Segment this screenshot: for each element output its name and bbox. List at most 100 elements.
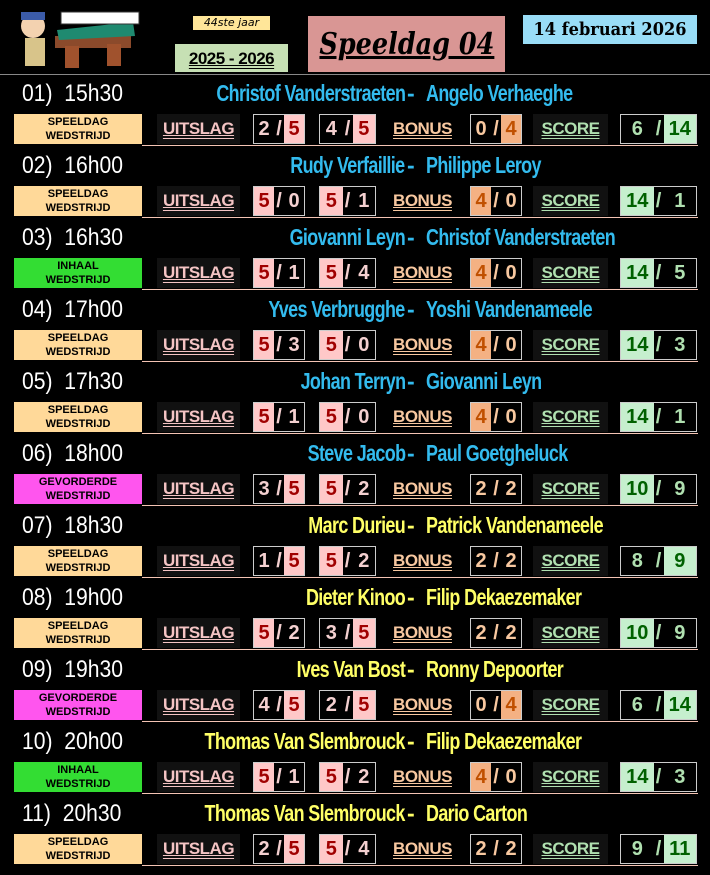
score-box: 14/ 3 [620,330,697,360]
uitslag-label[interactable]: UITSLAG [157,690,240,720]
page-title: Speeldag 04 [319,26,494,62]
bonus-label[interactable]: BONUS [385,114,460,144]
slash: / [493,694,499,716]
score-away-value: 3 [674,766,686,788]
match-time: 04) 17h00 [22,296,123,323]
score-label[interactable]: SCORE [533,690,608,720]
set2-box: 5/ 4 [319,258,376,288]
set1-home-value: 2 [258,118,270,140]
date-label: 14 februari 2026 [533,19,687,40]
score-label[interactable]: SCORE [533,258,608,288]
match-row: 05) 17h30 Johan Terryn - Giovanni Leyn SPEEL… [0,364,710,436]
away-player: Filip Dekaezemaker [426,728,582,754]
slash: / [344,262,351,284]
set1-box: 3 /5 [253,474,305,504]
divider [0,74,710,75]
row-underline [142,361,698,362]
bonus-box: 2 / 2 [470,474,522,504]
score-label[interactable]: SCORE [533,186,608,216]
bonus-home-value: 2 [475,550,487,572]
set1-away-value: 1 [288,766,300,788]
score-home-value: 6 [631,118,643,140]
away-player: Dario Carton [426,800,528,826]
match-type-text: GEVORDERDE WEDSTRIJD [39,691,117,719]
set1-box: 2 /5 [253,114,305,144]
match-row: 02) 16h00 Rudy Verfaillie - Philippe Leroy S… [0,148,710,220]
set1-home-value: 1 [258,550,270,572]
type-line: GEVORDERDE [38,476,118,488]
away-player: Giovanni Leyn [426,368,542,394]
bonus-label[interactable]: BONUS [385,618,460,648]
slash: / [344,694,351,716]
bonus-box: 4/ 0 [470,762,522,792]
match-type-text: GEVORDERDE WEDSTRIJD [39,475,117,503]
match-type-badge: SPEELDAG WEDSTRIJD [14,186,142,216]
score-home-value: 9 [631,838,643,860]
type-line: SPEELDAG [47,332,109,344]
set1-home-value: 5 [254,331,274,359]
separator: - [407,152,415,178]
uitslag-label[interactable]: UITSLAG [157,834,240,864]
type-line: WEDSTRIJD [45,202,111,214]
set2-away-value: 2 [358,766,370,788]
match-type-badge: INHAAL WEDSTRIJD [14,762,142,792]
uitslag-label[interactable]: UITSLAG [157,114,240,144]
uitslag-label[interactable]: UITSLAG [157,258,240,288]
slash: / [276,478,282,500]
score-label[interactable]: SCORE [533,114,608,144]
score-label[interactable]: SCORE [533,618,608,648]
match-type-badge: GEVORDERDE WEDSTRIJD [14,690,142,720]
match-type-text: SPEELDAG WEDSTRIJD [46,403,111,431]
bonus-label[interactable]: BONUS [385,762,460,792]
uitslag-label[interactable]: UITSLAG [157,402,240,432]
home-player: Marc Durieu [308,512,405,538]
match-type-text: INHAAL WEDSTRIJD [46,763,111,791]
score-label[interactable]: SCORE [533,474,608,504]
set1-away-value: 1 [288,406,300,428]
score-label[interactable]: SCORE [533,762,608,792]
set1-home-value: 4 [258,694,270,716]
match-type-badge: SPEELDAG WEDSTRIJD [14,330,142,360]
score-box: 14/ 1 [620,402,697,432]
type-line: WEDSTRIJD [45,562,111,574]
uitslag-label[interactable]: UITSLAG [157,546,240,576]
uitslag-label[interactable]: UITSLAG [157,762,240,792]
bonus-away-value: 2 [505,622,517,644]
uitslag-label[interactable]: UITSLAG [157,186,240,216]
bonus-label[interactable]: BONUS [385,186,460,216]
set1-away-value: 5 [284,691,304,719]
set2-home-value: 3 [325,622,337,644]
type-line: WEDSTRIJD [45,490,111,502]
set1-home-value: 5 [254,259,274,287]
score-home-value: 14 [621,187,654,215]
bonus-away-value: 4 [501,691,521,719]
slash: / [493,118,499,140]
bonus-home-value: 2 [475,478,487,500]
set2-home-value: 5 [320,403,343,431]
bonus-label[interactable]: BONUS [385,402,460,432]
bonus-label[interactable]: BONUS [385,330,460,360]
uitslag-label[interactable]: UITSLAG [157,330,240,360]
score-label[interactable]: SCORE [533,330,608,360]
bonus-label[interactable]: BONUS [385,258,460,288]
bonus-away-value: 0 [505,190,517,212]
type-line: SPEELDAG [47,548,109,560]
uitslag-label[interactable]: UITSLAG [157,474,240,504]
score-label[interactable]: SCORE [533,546,608,576]
set2-home-value: 5 [320,763,343,791]
type-line: GEVORDERDE [38,692,118,704]
score-label[interactable]: SCORE [533,834,608,864]
bonus-label[interactable]: BONUS [385,834,460,864]
slash: / [276,838,282,860]
score-box: 8 /9 [620,546,697,576]
bonus-label[interactable]: BONUS [385,474,460,504]
bonus-label[interactable]: BONUS [385,690,460,720]
slash: / [493,262,499,284]
uitslag-label[interactable]: UITSLAG [157,618,240,648]
slash: / [344,838,351,860]
set2-home-value: 5 [320,475,343,503]
score-label[interactable]: SCORE [533,402,608,432]
bonus-away-value: 2 [505,550,517,572]
bonus-label[interactable]: BONUS [385,546,460,576]
match-type-text: INHAAL WEDSTRIJD [46,259,111,287]
